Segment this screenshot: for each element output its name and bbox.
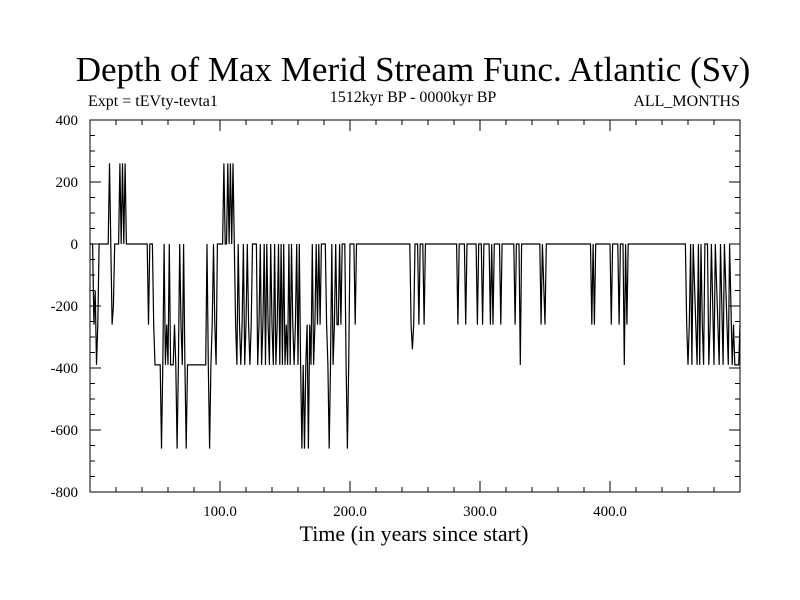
y-tick-label: -400 <box>51 361 79 377</box>
axis-ticks: 100.0 200.0 300.0 400.0 400 200 0 -200 -400 -600 -… <box>51 113 740 520</box>
y-tick-label: 400 <box>56 113 79 129</box>
x-tick-label: 400.0 <box>593 504 627 520</box>
y-tick-label: -800 <box>51 485 79 501</box>
chart-title: Depth of Max Merid Stream Func. Atlantic… <box>76 50 751 89</box>
y-tick-label: -200 <box>51 299 79 315</box>
series-group <box>90 163 741 449</box>
x-tick-label: 100.0 <box>203 504 237 520</box>
y-tick-label: 200 <box>56 175 79 191</box>
series-line <box>90 163 741 449</box>
x-tick-label: 200.0 <box>333 504 367 520</box>
y-tick-label: -600 <box>51 423 79 439</box>
x-axis-label: Time (in years since start) <box>300 521 529 546</box>
months-label: ALL_MONTHS <box>633 93 740 110</box>
experiment-label: Expt = tEVty-tevta1 <box>88 93 218 110</box>
x-tick-label: 300.0 <box>463 504 497 520</box>
plot-frame <box>89 119 741 493</box>
time-range-label: 1512kyr BP - 0000kyr BP <box>330 89 497 106</box>
y-tick-label: 0 <box>71 237 79 253</box>
